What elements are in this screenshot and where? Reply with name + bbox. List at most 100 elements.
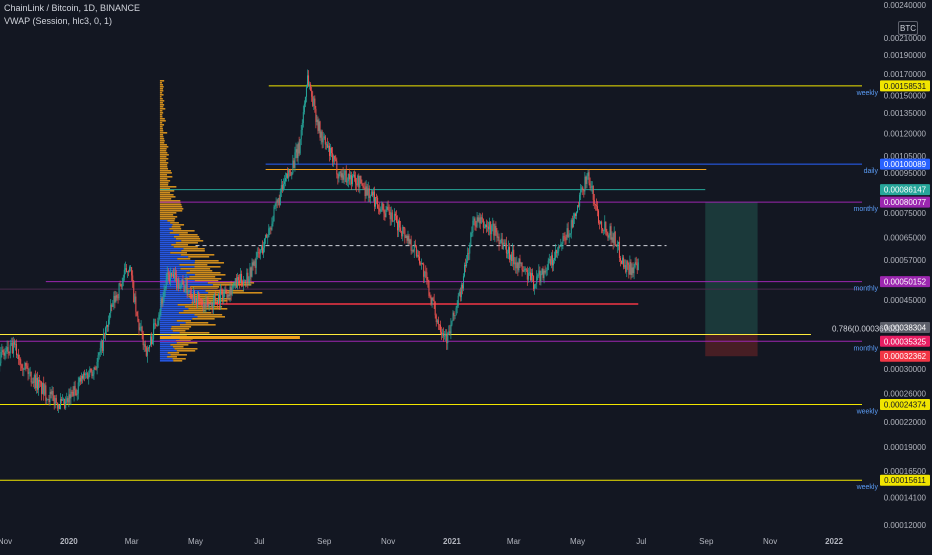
candle-body xyxy=(293,161,294,168)
candle-body xyxy=(319,121,320,130)
candle-body xyxy=(499,237,500,245)
candle-body xyxy=(500,243,501,244)
candle-body xyxy=(562,236,563,243)
candle-body xyxy=(630,262,631,275)
candle-body xyxy=(241,274,242,284)
candle-body xyxy=(181,280,182,286)
candle-body xyxy=(505,243,506,244)
candle-body xyxy=(352,176,353,184)
candle-body xyxy=(124,270,125,278)
candle-body xyxy=(167,272,168,279)
candle-body xyxy=(250,267,251,276)
candle-body xyxy=(579,195,580,207)
candle-body xyxy=(111,305,112,307)
candle-body xyxy=(469,245,470,253)
candle-body xyxy=(359,176,360,188)
candle-body xyxy=(568,228,569,237)
candle-body xyxy=(235,278,236,283)
candle-body xyxy=(550,259,551,265)
candle-body xyxy=(188,292,189,293)
candle-body xyxy=(397,222,398,231)
volume-profile-bar xyxy=(160,150,166,152)
candle-body xyxy=(110,305,111,313)
candle-body xyxy=(404,228,405,238)
candle-body xyxy=(212,303,213,308)
y-tick-label-top: 0.00240000 xyxy=(884,1,927,10)
candle-body xyxy=(256,257,257,268)
candle-body xyxy=(458,296,459,306)
volume-profile-bar xyxy=(160,342,177,344)
volume-profile-bar xyxy=(171,328,189,330)
level-tag-weekly: weekly xyxy=(856,408,879,415)
volume-profile-bar xyxy=(160,352,168,354)
volume-profile-bar xyxy=(180,268,210,270)
candle-body xyxy=(148,348,149,349)
candle-body xyxy=(468,253,469,254)
volume-profile-bar xyxy=(160,172,172,174)
candle-body xyxy=(509,247,510,260)
candle-body xyxy=(196,299,197,306)
candle-body xyxy=(428,282,429,296)
volume-profile-bar xyxy=(160,312,179,314)
volume-profile-bar xyxy=(160,164,167,166)
candle-body xyxy=(378,209,379,210)
volume-profile-bar xyxy=(160,154,169,156)
candle-body xyxy=(472,221,473,232)
candle-body xyxy=(312,97,313,106)
currency-badge[interactable]: BTC xyxy=(898,21,918,35)
candle-body xyxy=(217,301,218,304)
candle-body xyxy=(90,369,91,372)
volume-profile-bar xyxy=(160,250,181,252)
candle-body xyxy=(222,291,223,301)
candle-body xyxy=(191,295,192,299)
candle-body xyxy=(433,298,434,300)
candle-body xyxy=(414,245,415,252)
candle-body xyxy=(269,228,270,229)
candle-body xyxy=(246,273,247,281)
candle-body xyxy=(337,174,338,178)
volume-profile-bar xyxy=(160,216,177,218)
candle-body xyxy=(308,75,309,84)
candle-body xyxy=(210,304,211,305)
candle-body xyxy=(262,246,263,253)
candle-body xyxy=(390,212,391,219)
candle-body xyxy=(132,275,133,281)
candle-body xyxy=(567,228,568,240)
candle-body xyxy=(55,398,56,405)
volume-profile-bar xyxy=(160,126,163,128)
candle-body xyxy=(258,252,259,253)
y-tick-label: 0.00057000 xyxy=(884,256,927,265)
candle-body xyxy=(291,173,292,175)
volume-profile-bar xyxy=(160,328,171,330)
candle-body xyxy=(545,271,546,273)
candle-body xyxy=(388,207,389,210)
candle-body xyxy=(201,300,202,305)
price-tag-label: 0.00086147 xyxy=(884,186,927,195)
candle-body xyxy=(121,284,122,286)
candle-body xyxy=(67,398,68,402)
candle-body xyxy=(130,267,131,268)
candle-body xyxy=(393,221,394,222)
volume-profile-bar xyxy=(160,200,180,202)
volume-profile-bar xyxy=(190,286,219,288)
candle-body xyxy=(423,264,424,277)
candle-body xyxy=(434,300,435,302)
candle-body xyxy=(174,273,175,278)
candle-body xyxy=(237,277,238,288)
volume-profile-bar xyxy=(176,242,198,244)
candle-body xyxy=(193,291,194,299)
candle-body xyxy=(405,236,406,238)
volume-profile-bar xyxy=(176,238,200,240)
x-tick-label: Sep xyxy=(317,537,332,546)
volume-profile-bar xyxy=(160,346,173,348)
volume-profile-bar xyxy=(160,128,163,130)
candle-body xyxy=(15,344,16,345)
candle-body xyxy=(521,263,522,264)
candle-body xyxy=(190,291,191,295)
volume-profile-bar xyxy=(160,332,180,334)
vwap-indicator-label[interactable]: VWAP (Session, hlc3, 0, 1) xyxy=(4,16,112,26)
candle-body xyxy=(488,227,489,230)
price-tag-label: 0.00080077 xyxy=(884,198,927,207)
